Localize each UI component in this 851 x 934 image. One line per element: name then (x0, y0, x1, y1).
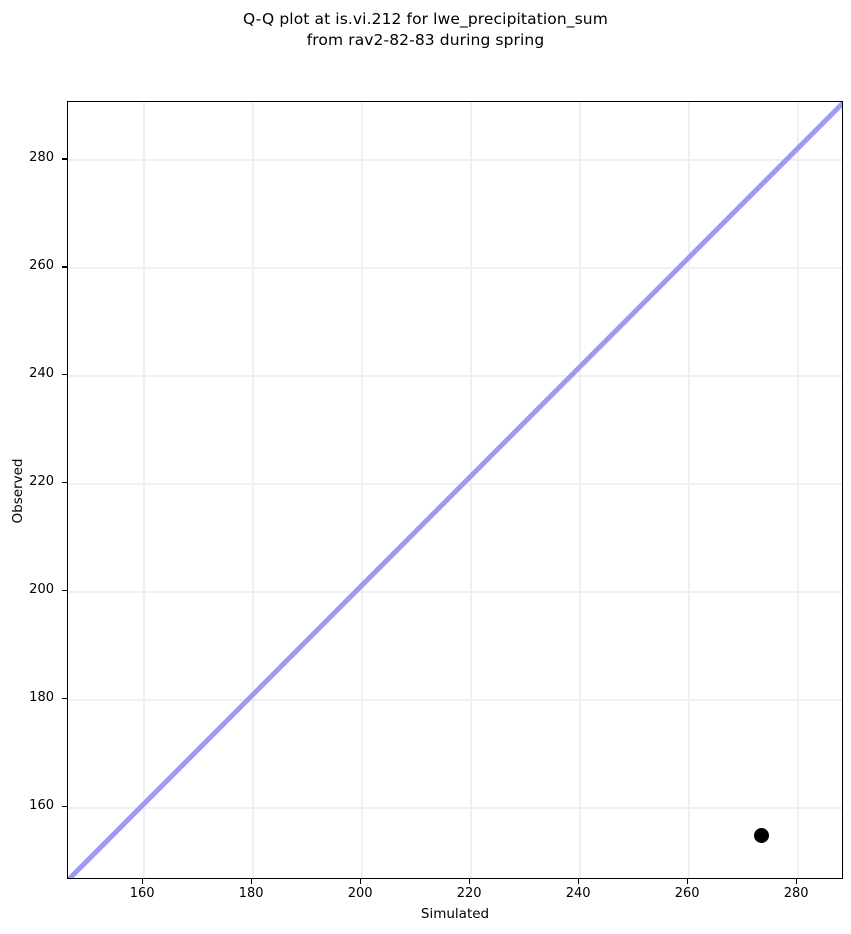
gridline-horizontal (68, 807, 842, 809)
y-tick-mark (62, 374, 67, 376)
identity-line (68, 102, 842, 878)
x-tick-label: 260 (674, 886, 700, 901)
y-tick-label: 260 (29, 258, 54, 274)
gridline-horizontal (68, 267, 842, 269)
gridline-vertical (797, 102, 799, 878)
gridline-horizontal (68, 375, 842, 377)
x-tick-label: 240 (565, 886, 591, 901)
y-tick-label: 160 (29, 798, 54, 814)
x-tick-mark (687, 879, 689, 884)
x-tick-mark (360, 879, 362, 884)
x-axis-label: Simulated (420, 906, 490, 922)
y-axis-label: Observed (10, 458, 26, 524)
y-tick-mark (62, 590, 67, 592)
gridline-vertical (252, 102, 254, 878)
x-tick-mark (469, 879, 471, 884)
y-tick-label: 200 (29, 582, 54, 598)
x-tick-label: 220 (456, 886, 482, 901)
y-tick-label: 240 (29, 366, 54, 382)
y-tick-mark (62, 482, 67, 484)
x-tick-label: 200 (347, 886, 373, 901)
y-tick-mark (62, 806, 67, 808)
y-tick-mark (62, 158, 67, 160)
gridline-vertical (579, 102, 581, 878)
y-tick-label: 180 (29, 690, 54, 706)
x-tick-mark (251, 879, 253, 884)
y-tick-mark (62, 698, 67, 700)
x-tick-mark (796, 879, 798, 884)
gridline-vertical (361, 102, 363, 878)
x-tick-label: 180 (238, 886, 264, 901)
data-point (753, 827, 769, 843)
y-tick-label: 280 (29, 150, 54, 166)
x-tick-mark (578, 879, 580, 884)
gridline-vertical (143, 102, 145, 878)
x-tick-label: 280 (783, 886, 809, 901)
x-tick-mark (142, 879, 144, 884)
chart-title: Q-Q plot at is.vi.212 for lwe_precipitat… (243, 10, 608, 49)
gridline-vertical (470, 102, 472, 878)
y-tick-mark (62, 266, 67, 268)
gridline-horizontal (68, 699, 842, 701)
x-tick-label: 160 (129, 886, 155, 901)
plot-axes-area (67, 101, 843, 879)
y-tick-label: 220 (29, 474, 54, 490)
gridline-horizontal (68, 159, 842, 161)
gridline-horizontal (68, 483, 842, 485)
gridline-horizontal (68, 591, 842, 593)
gridline-vertical (688, 102, 690, 878)
